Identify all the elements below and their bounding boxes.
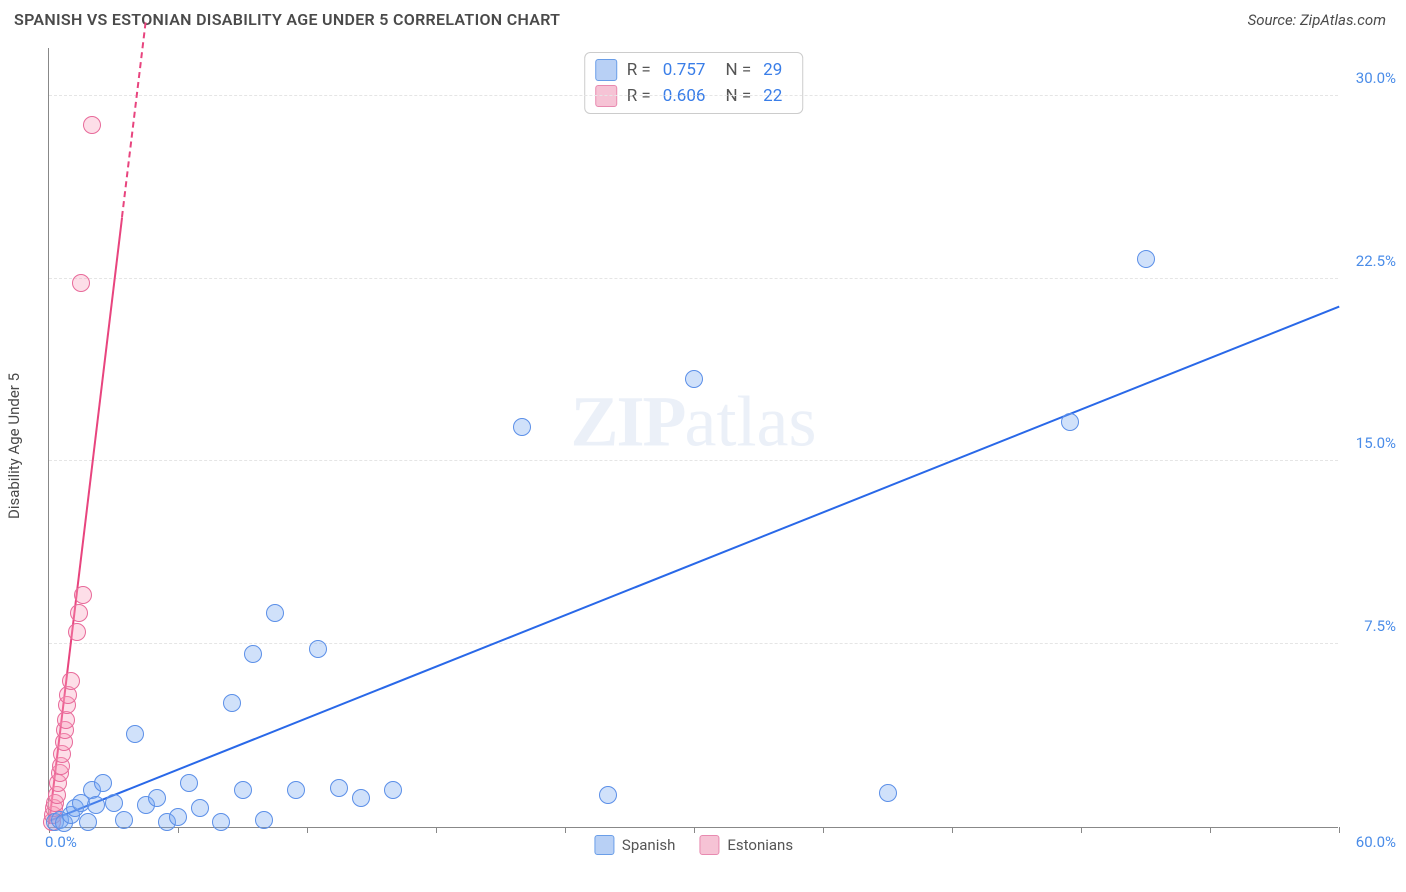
legend-row-spanish: R = 0.757 N = 29: [595, 57, 793, 83]
r-value: 0.757: [663, 60, 706, 80]
data-point-spanish[interactable]: [309, 640, 327, 658]
data-point-estonians[interactable]: [83, 116, 101, 134]
swatch-estonians: [699, 835, 719, 855]
x-tick-mark: [307, 827, 308, 833]
gridline: [49, 460, 1338, 461]
x-tick-mark: [1339, 827, 1340, 833]
data-point-spanish[interactable]: [879, 784, 897, 802]
scatter-chart: ZIPatlas R = 0.757 N = 29 R = 0.606 N = …: [48, 48, 1338, 828]
x-tick-mark: [1210, 827, 1211, 833]
data-point-estonians[interactable]: [68, 623, 86, 641]
data-point-spanish[interactable]: [599, 786, 617, 804]
r-label: R =: [627, 60, 651, 80]
trend-line: [121, 22, 147, 217]
data-point-spanish[interactable]: [234, 781, 252, 799]
series-legend: Spanish Estonians: [594, 835, 793, 855]
data-point-spanish[interactable]: [352, 789, 370, 807]
data-point-estonians[interactable]: [70, 604, 88, 622]
legend-row-estonians: R = 0.606 N = 22: [595, 83, 793, 109]
legend-item-spanish[interactable]: Spanish: [594, 835, 675, 855]
legend-item-estonians[interactable]: Estonians: [699, 835, 793, 855]
legend-label: Estonians: [727, 836, 793, 854]
data-point-spanish[interactable]: [266, 604, 284, 622]
x-tick-mark: [694, 827, 695, 833]
x-tick-mark: [952, 827, 953, 833]
data-point-spanish[interactable]: [212, 813, 230, 831]
x-tick-mark: [565, 827, 566, 833]
watermark: ZIPatlas: [571, 380, 817, 463]
x-tick-mark: [436, 827, 437, 833]
data-point-spanish[interactable]: [384, 781, 402, 799]
data-point-spanish[interactable]: [191, 799, 209, 817]
data-point-spanish[interactable]: [513, 418, 531, 436]
chart-title: SPANISH VS ESTONIAN DISABILITY AGE UNDER…: [14, 10, 560, 29]
gridline: [49, 278, 1338, 279]
y-tick-label: 15.0%: [1356, 434, 1396, 452]
x-tick-mark: [178, 827, 179, 833]
swatch-spanish: [594, 835, 614, 855]
gridline: [49, 95, 1338, 96]
r-label: R =: [627, 86, 651, 106]
n-value: 22: [763, 86, 782, 106]
data-point-spanish[interactable]: [169, 808, 187, 826]
legend-label: Spanish: [622, 836, 675, 854]
data-point-spanish[interactable]: [148, 789, 166, 807]
r-value: 0.606: [663, 86, 706, 106]
n-label: N =: [725, 60, 751, 80]
x-tick-mark: [823, 827, 824, 833]
data-point-spanish[interactable]: [330, 779, 348, 797]
correlation-legend: R = 0.757 N = 29 R = 0.606 N = 22: [584, 52, 804, 114]
data-point-spanish[interactable]: [1061, 413, 1079, 431]
data-point-spanish[interactable]: [287, 781, 305, 799]
data-point-spanish[interactable]: [79, 813, 97, 831]
source-attribution: Source: ZipAtlas.com: [1248, 11, 1386, 29]
swatch-estonians: [595, 85, 617, 107]
data-point-spanish[interactable]: [685, 370, 703, 388]
data-point-spanish[interactable]: [87, 796, 105, 814]
data-point-spanish[interactable]: [126, 725, 144, 743]
data-point-spanish[interactable]: [244, 645, 262, 663]
data-point-estonians[interactable]: [74, 586, 92, 604]
y-tick-label: 30.0%: [1356, 69, 1396, 87]
data-point-spanish[interactable]: [180, 774, 198, 792]
data-point-spanish[interactable]: [255, 811, 273, 829]
data-point-estonians[interactable]: [62, 672, 80, 690]
x-tick-mark: [1081, 827, 1082, 833]
data-point-estonians[interactable]: [72, 274, 90, 292]
y-axis-label: Disability Age Under 5: [5, 373, 23, 519]
data-point-spanish[interactable]: [94, 774, 112, 792]
y-tick-label: 22.5%: [1356, 252, 1396, 270]
n-value: 29: [763, 60, 782, 80]
n-label: N =: [725, 86, 751, 106]
data-point-spanish[interactable]: [1137, 250, 1155, 268]
x-tick-label: 60.0%: [1356, 833, 1396, 851]
data-point-spanish[interactable]: [115, 811, 133, 829]
y-tick-label: 7.5%: [1364, 617, 1396, 635]
data-point-spanish[interactable]: [105, 794, 123, 812]
swatch-spanish: [595, 59, 617, 81]
gridline: [49, 643, 1338, 644]
data-point-spanish[interactable]: [223, 694, 241, 712]
x-tick-label: 0.0%: [45, 833, 77, 851]
